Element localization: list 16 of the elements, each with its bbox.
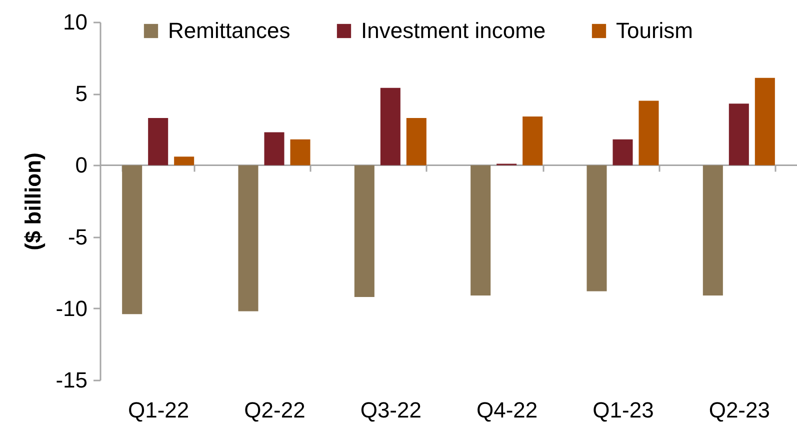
y-tick-label: -5	[68, 224, 88, 250]
x-tick-label: Q3-22	[360, 398, 422, 422]
y-tick-label: -10	[56, 296, 88, 321]
x-tick-label: Q1-22	[128, 398, 190, 422]
x-tick-label: Q1-23	[592, 398, 654, 422]
y-tick-label: 5	[75, 81, 88, 106]
x-tick-label: Q2-23	[708, 398, 770, 422]
y-axis-title: ($ billion)	[20, 152, 46, 250]
y-tick-label: 0	[75, 152, 88, 178]
legend-label: Remittances	[168, 18, 290, 43]
y-tick-label: -15	[56, 368, 88, 392]
x-tick-label: Q4-22	[476, 398, 538, 422]
legend-label: Investment income	[361, 18, 546, 43]
legend-label: Tourism	[616, 18, 694, 43]
y-tick-label: 10	[63, 10, 88, 34]
x-tick-label: Q2-22	[244, 398, 306, 422]
